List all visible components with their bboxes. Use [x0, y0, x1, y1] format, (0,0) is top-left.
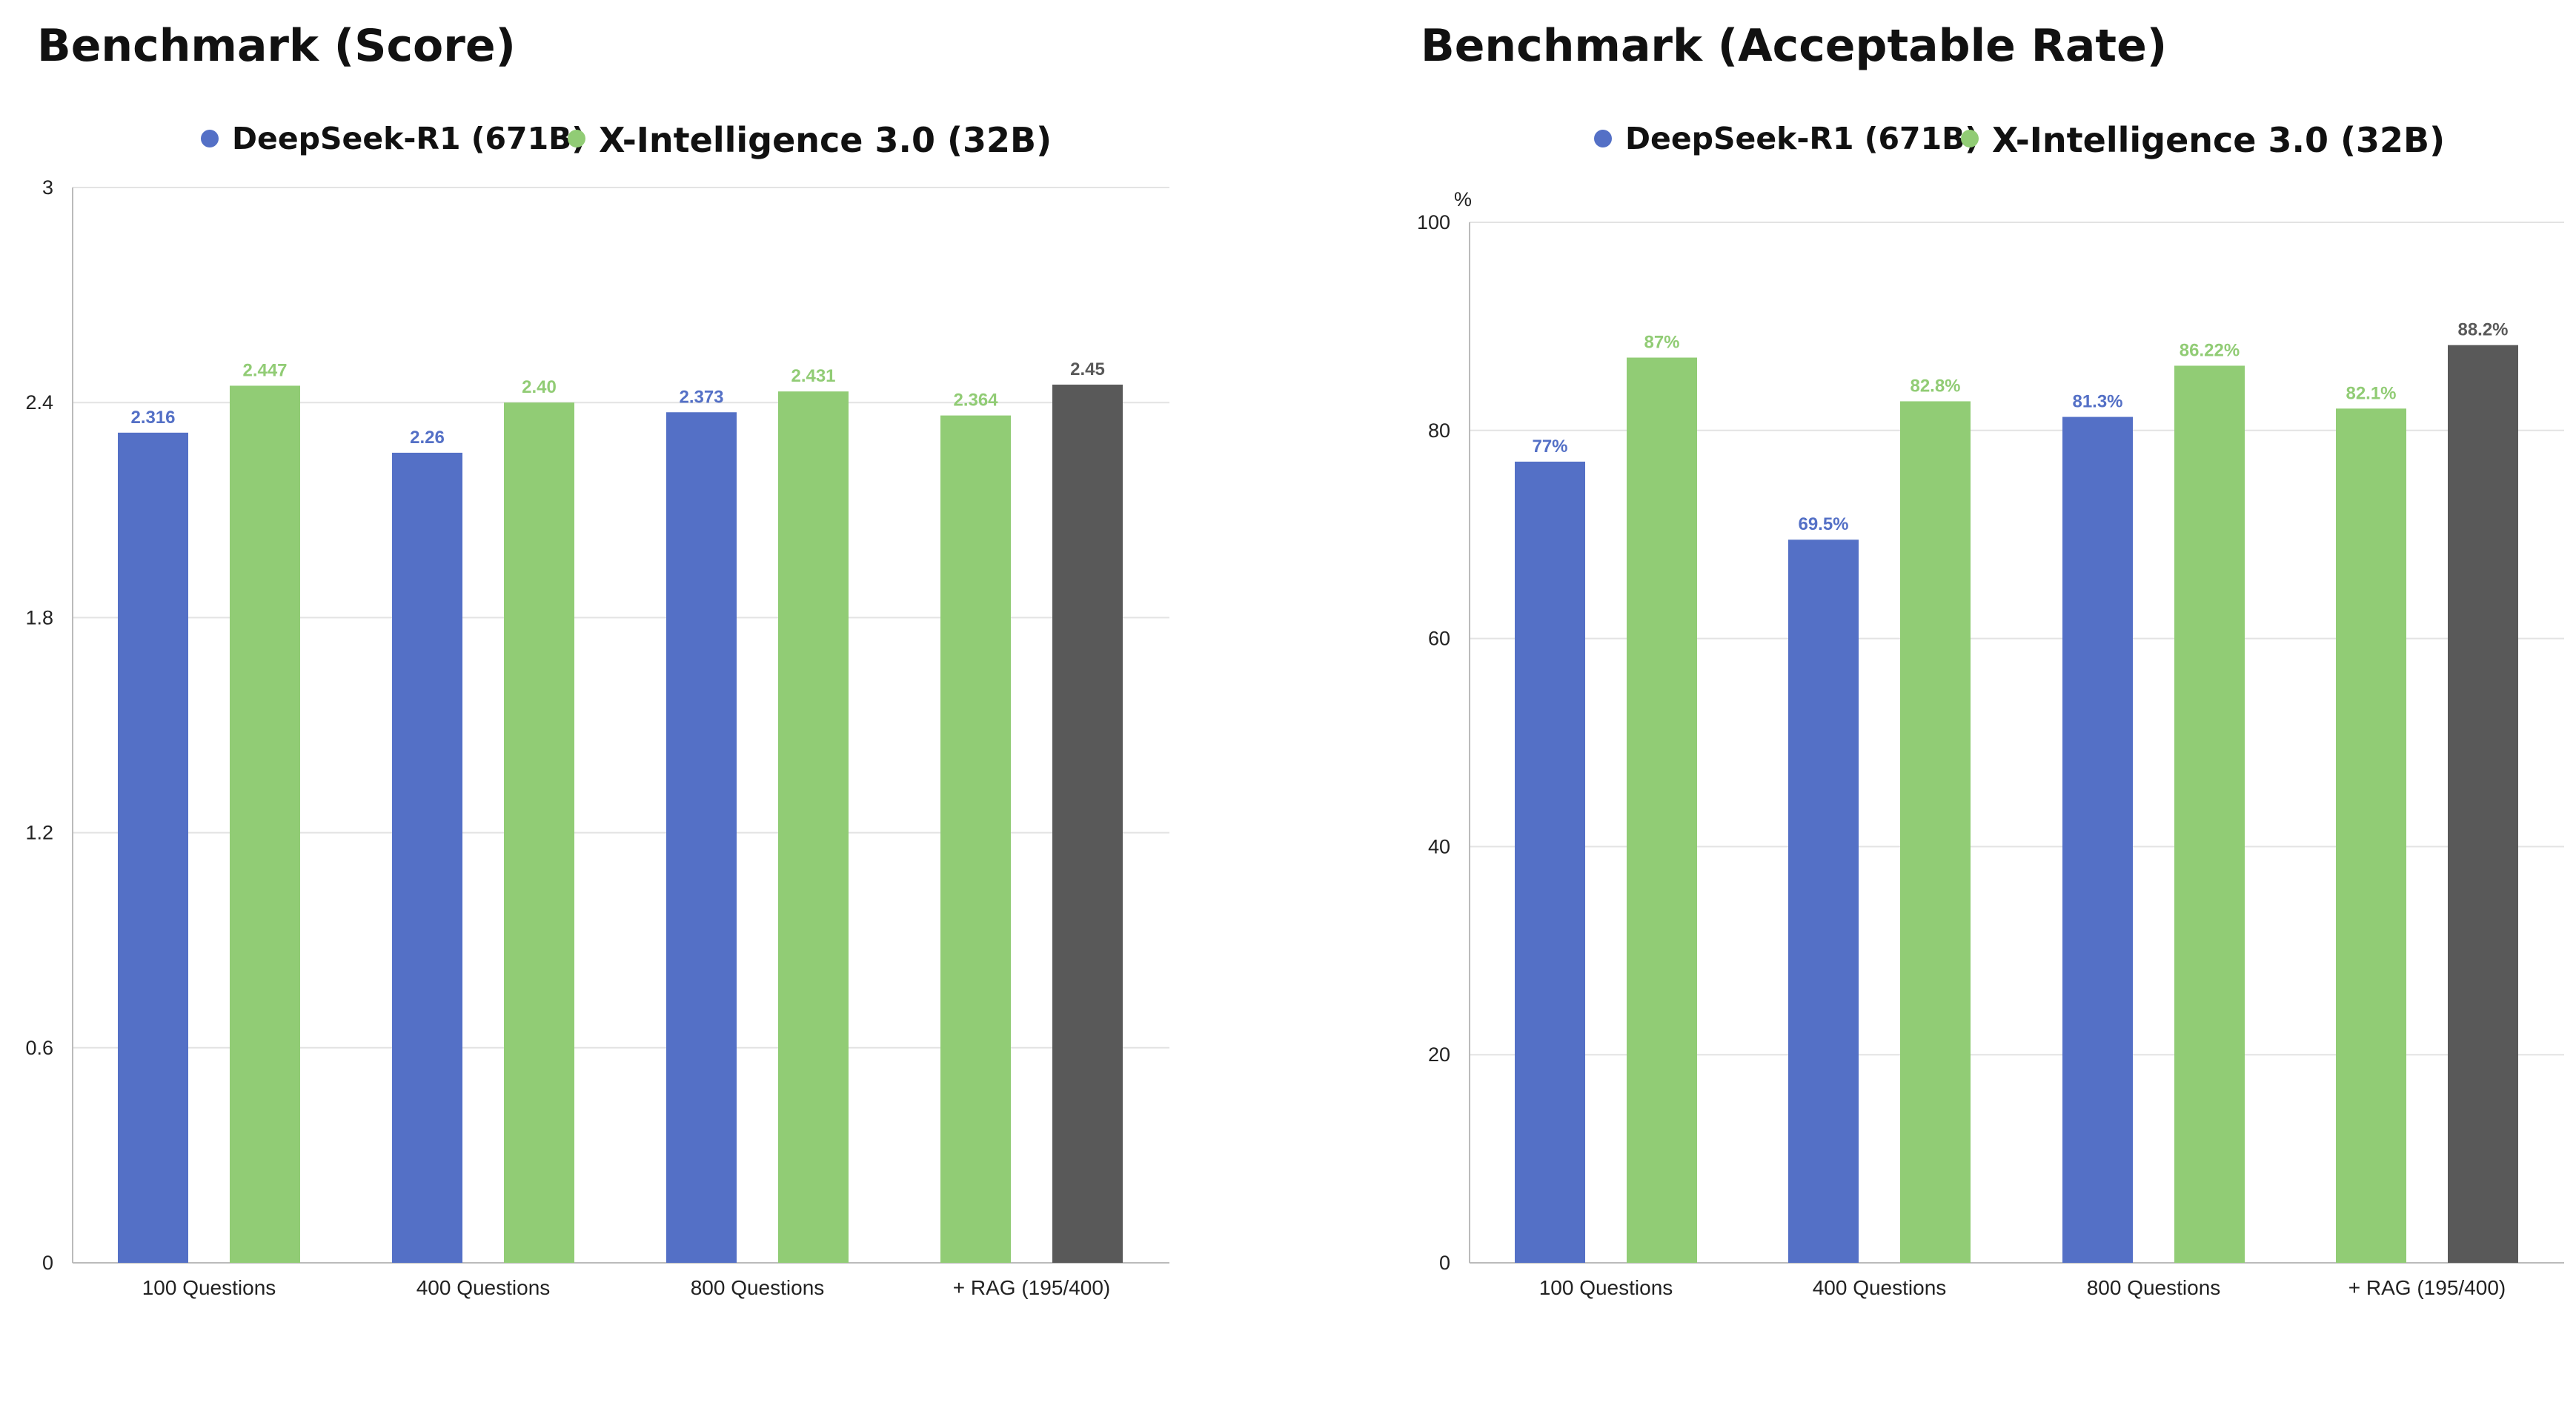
- data-label-xintel: 82.8%: [1910, 376, 1960, 396]
- y-tick-label: 20: [1428, 1043, 1450, 1066]
- data-label-xintel: 87%: [1644, 333, 1679, 353]
- y-tick-label: 40: [1428, 835, 1450, 857]
- y-tick-label: 0.6: [25, 1037, 53, 1059]
- legend-label-deepseek: DeepSeek-R1 (671B): [1625, 121, 1979, 156]
- data-label-deepseek: 69.5%: [1798, 514, 1848, 534]
- x-category-label: 800 Questions: [2087, 1276, 2221, 1299]
- chart-title: Benchmark (Acceptable Rate): [1421, 20, 2167, 72]
- x-category-label: 100 Questions: [142, 1276, 276, 1299]
- legend-label-xintel: X-Intelligence 3.0 (32B): [1992, 120, 2445, 160]
- bar-xintel: [1900, 401, 1971, 1263]
- legend-dot-deepseek: [201, 130, 219, 147]
- bar-xintel: [2174, 365, 2245, 1263]
- bar-xintel: [230, 385, 300, 1263]
- data-label-xintel: 2.447: [242, 360, 287, 380]
- data-label-xintel: 82.1%: [2346, 383, 2396, 403]
- bar-deepseek: [118, 432, 188, 1263]
- legend-label-xintel: X-Intelligence 3.0 (32B): [599, 120, 1052, 160]
- bar-xintel: [778, 391, 849, 1264]
- legend-label-deepseek: DeepSeek-R1 (671B): [232, 121, 585, 156]
- data-label-deepseek: 2.26: [410, 428, 445, 448]
- data-label-deepseek: 77%: [1532, 437, 1567, 457]
- bar-xintel: [1627, 357, 1697, 1263]
- x-category-label: 400 Questions: [1813, 1276, 1947, 1299]
- y-tick-label: 1.8: [25, 606, 53, 628]
- legend-dot-xintel: [568, 130, 585, 147]
- y-tick-label: 3: [42, 176, 53, 199]
- data-label-rag: 2.45: [1070, 359, 1105, 379]
- y-tick-label: 2.4: [25, 391, 53, 414]
- bar-deepseek: [392, 452, 462, 1263]
- bar-xintel: [2336, 408, 2406, 1264]
- bar-xintel: [940, 415, 1011, 1263]
- data-label-xintel: 2.364: [953, 391, 998, 411]
- y-tick-label: 60: [1428, 628, 1450, 650]
- bar-rag: [1052, 385, 1123, 1264]
- x-category-label: 800 Questions: [691, 1276, 825, 1299]
- data-label-deepseek: 2.316: [130, 408, 175, 428]
- bar-xintel: [504, 402, 574, 1264]
- x-category-label: + RAG (195/400): [953, 1276, 1110, 1299]
- legend-dot-xintel: [1961, 130, 1979, 147]
- x-category-label: 100 Questions: [1539, 1276, 1673, 1299]
- bar-deepseek: [2062, 416, 2133, 1263]
- bar-deepseek: [1788, 540, 1859, 1263]
- data-label-rag: 88.2%: [2457, 320, 2508, 340]
- y-tick-label: 0: [1439, 1252, 1450, 1274]
- chart-title: Benchmark (Score): [37, 20, 516, 72]
- y-unit-label: %: [1454, 188, 1472, 210]
- bar-deepseek: [666, 412, 737, 1263]
- y-tick-label: 1.2: [25, 822, 53, 844]
- y-tick-label: 80: [1428, 419, 1450, 442]
- y-tick-label: 0: [42, 1252, 53, 1274]
- data-label-xintel: 86.22%: [2180, 340, 2240, 360]
- legend-dot-deepseek: [1594, 130, 1612, 147]
- y-tick-label: 100: [1417, 211, 1450, 233]
- x-category-label: + RAG (195/400): [2348, 1276, 2506, 1299]
- data-label-deepseek: 2.373: [679, 387, 723, 407]
- bar-rag: [2448, 345, 2518, 1263]
- bar-deepseek: [1515, 461, 1585, 1264]
- data-label-deepseek: 81.3%: [2072, 392, 2122, 412]
- data-label-xintel: 2.40: [522, 377, 557, 397]
- data-label-xintel: 2.431: [791, 366, 835, 386]
- x-category-label: 400 Questions: [416, 1276, 551, 1299]
